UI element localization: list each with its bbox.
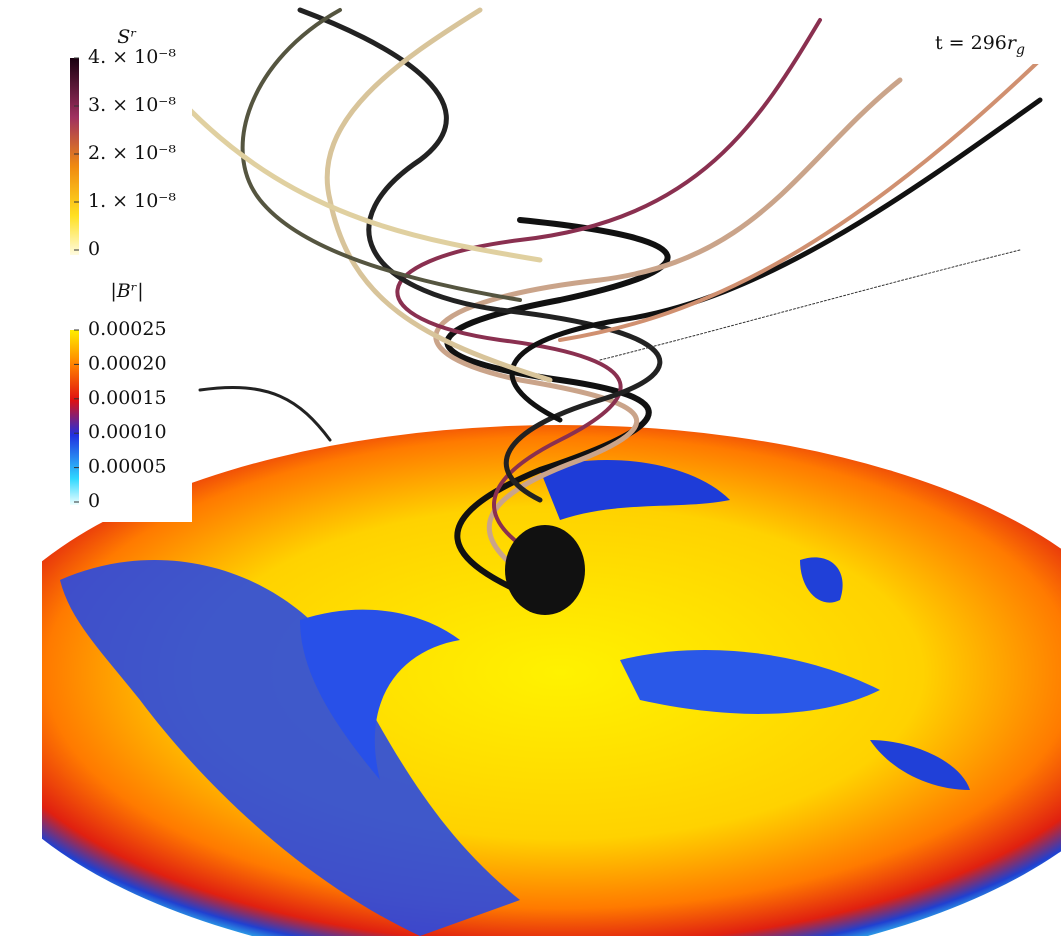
colorbar-tick-label: 0.00020 xyxy=(88,352,167,374)
colorbar-tick-label: 0 xyxy=(88,490,100,512)
colorbar-tick-label: 0.00025 xyxy=(88,318,167,340)
colorbar-tick-label: 1. × 10⁻⁸ xyxy=(88,190,176,212)
jet-base xyxy=(505,525,585,615)
colorbar xyxy=(70,58,79,255)
colorbar-title: Sʳ xyxy=(117,26,137,48)
colorbar-tick-label: 0.00005 xyxy=(88,456,167,478)
colorbar-tick-label: 0.00015 xyxy=(88,387,167,409)
colorbar-tick-label: 4. × 10⁻⁸ xyxy=(88,46,176,68)
time-subscript: g xyxy=(1016,42,1025,58)
time-text: t = 296 xyxy=(935,32,1007,54)
colorbar-tick-label: 0 xyxy=(88,238,100,260)
colorbar-tick-label: 3. × 10⁻⁸ xyxy=(88,94,176,116)
colorbar-tick-label: 0.00010 xyxy=(88,421,167,443)
visualization: Sʳ4. × 10⁻⁸ 3. × 10⁻⁸ 2. × 10⁻⁸ 1. × 10⁻⁸ 0 |… xyxy=(0,0,1061,936)
colorbar-tick-label: 2. × 10⁻⁸ xyxy=(88,142,176,164)
colorbar xyxy=(70,330,79,505)
colorbar-title: |Bʳ| xyxy=(110,280,143,302)
